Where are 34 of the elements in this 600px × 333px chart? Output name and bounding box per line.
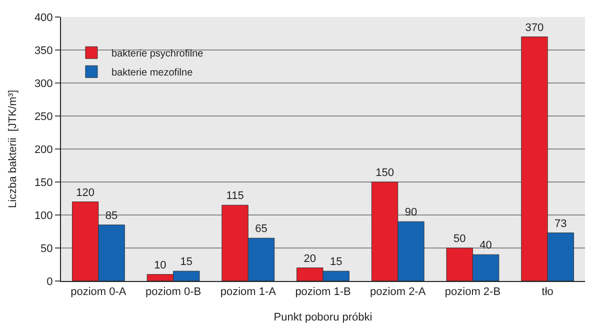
y-axis-title: Liczba bakterii [JTK/m³] — [7, 90, 20, 208]
y-tick-label: 400 — [34, 12, 53, 24]
y-tick-label: 50 — [40, 242, 53, 255]
data-label: 15 — [180, 256, 193, 268]
data-label: 120 — [76, 186, 95, 199]
y-tick-label: 150 — [34, 176, 53, 189]
y-tick-label: 300 — [34, 78, 53, 90]
data-label: 370 — [525, 22, 544, 34]
legend-label: bakterie psychrofilne — [111, 48, 204, 60]
y-tick-label: 200 — [34, 144, 53, 156]
y-tick-label: 0 — [46, 276, 53, 288]
data-label: 50 — [453, 233, 466, 245]
data-label: 90 — [404, 206, 418, 219]
data-label: 20 — [304, 252, 316, 265]
x-tick-label: poziom 1-B — [295, 286, 351, 298]
x-tick-label: tło — [542, 286, 554, 298]
x-tick-label: poziom 0-A — [70, 286, 127, 298]
data-label: 150 — [376, 167, 394, 179]
x-tick-label: poziom 2-B — [444, 286, 501, 298]
data-label: 65 — [255, 223, 268, 236]
x-tick-label: poziom 0-B — [145, 286, 202, 298]
legend-label: bakterie mezofilne — [111, 68, 194, 79]
y-tick-label: 100 — [34, 210, 53, 222]
data-label: 10 — [154, 259, 166, 272]
data-label: 73 — [554, 218, 567, 230]
y-tick-label: 350 — [34, 44, 53, 57]
x-tick-label: poziom 1-A — [220, 286, 277, 298]
x-tick-label: poziom 2-A — [370, 286, 426, 298]
x-axis-title: Punkt poboru próbki — [274, 311, 372, 324]
data-label: 85 — [105, 210, 118, 222]
y-tick-label: 250 — [34, 110, 53, 123]
data-label: 40 — [480, 240, 492, 252]
data-label: 115 — [226, 190, 244, 202]
data-label: 15 — [330, 256, 342, 268]
